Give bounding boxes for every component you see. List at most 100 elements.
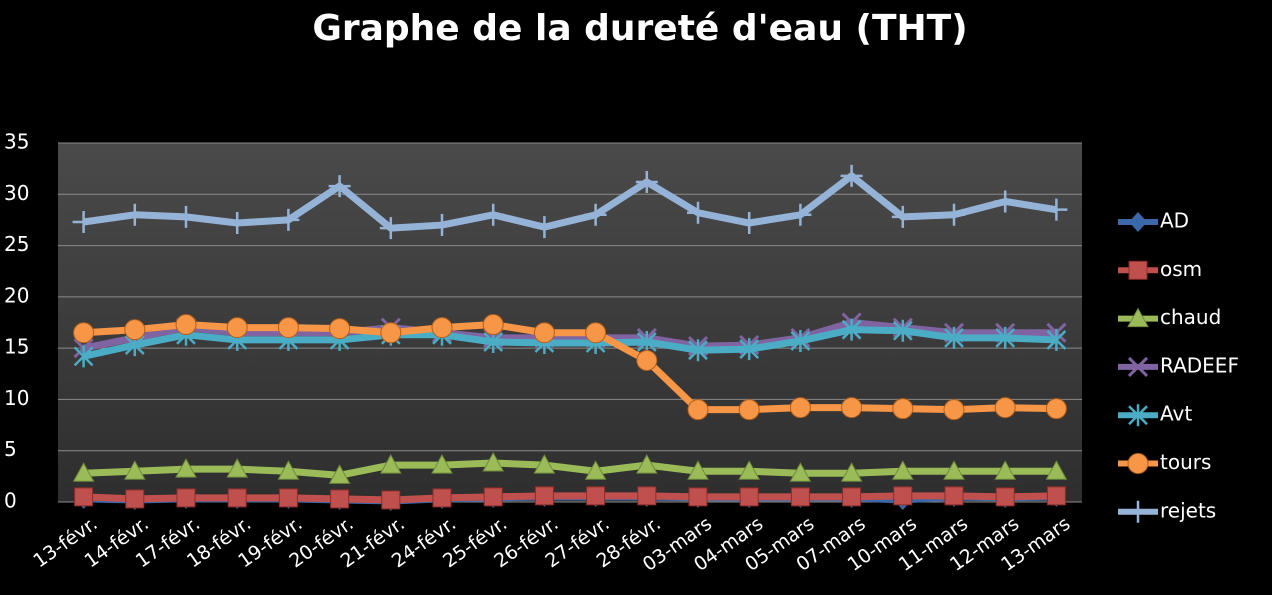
series-marker	[379, 217, 402, 240]
series-marker	[790, 487, 810, 507]
series-marker	[789, 397, 811, 419]
series-marker	[995, 487, 1015, 507]
series-marker	[330, 489, 350, 509]
y-tick-label: 0	[4, 489, 17, 513]
series-marker	[277, 460, 300, 480]
series-marker	[1046, 328, 1067, 351]
series-marker	[175, 314, 197, 336]
series-marker	[482, 314, 504, 336]
legend-marker	[1127, 307, 1149, 328]
series-marker	[789, 462, 812, 482]
series-marker	[176, 488, 196, 508]
series-line	[82, 326, 1057, 360]
series-marker	[841, 397, 863, 419]
series-marker	[790, 329, 811, 352]
y-tick-label: 5	[4, 437, 17, 461]
series-marker	[483, 487, 503, 507]
series-marker	[893, 486, 913, 506]
series-marker	[328, 175, 351, 198]
series-marker	[891, 205, 914, 228]
series-marker	[840, 164, 863, 187]
series-marker	[277, 317, 299, 339]
series-marker	[687, 399, 709, 421]
series-marker	[432, 488, 452, 508]
series-marker	[944, 486, 964, 506]
series-marker	[943, 460, 965, 480]
series-marker	[73, 322, 95, 344]
series-marker	[482, 203, 505, 226]
series-marker	[994, 190, 1017, 213]
series-marker	[72, 462, 95, 482]
series-marker	[738, 460, 761, 480]
series-marker	[72, 210, 95, 233]
series-marker	[892, 398, 914, 420]
series-marker	[739, 338, 760, 361]
series-marker	[586, 486, 606, 506]
series-marker	[431, 317, 453, 339]
series-marker	[175, 458, 197, 478]
series-marker	[125, 489, 145, 509]
y-tick-label: 20	[4, 283, 29, 307]
legend-marker	[1129, 212, 1147, 232]
series-marker	[841, 318, 862, 341]
series-marker	[994, 460, 1017, 480]
legend-label: rejets	[1160, 498, 1216, 522]
y-tick-label: 10	[4, 386, 29, 410]
series-marker	[123, 460, 146, 480]
series-marker	[226, 317, 248, 339]
legend-label: chaud	[1160, 305, 1221, 329]
series-marker	[227, 488, 247, 508]
series-marker	[277, 208, 300, 231]
chart-title: Graphe de la dureté d'eau (THT)	[312, 8, 967, 49]
series-marker	[482, 451, 505, 472]
legend-label: osm	[1160, 257, 1202, 281]
series-marker	[687, 460, 709, 480]
series-marker	[842, 487, 862, 507]
y-tick-label: 30	[4, 181, 29, 205]
series-marker	[840, 462, 863, 482]
series-marker	[278, 488, 298, 508]
y-tick-label: 25	[4, 232, 29, 256]
series-marker	[688, 487, 708, 507]
series-marker	[944, 326, 964, 349]
series-marker	[994, 397, 1016, 419]
series-marker	[533, 322, 555, 344]
y-tick-label: 35	[4, 130, 29, 154]
series-marker	[431, 454, 453, 474]
series-marker	[687, 201, 709, 224]
series-marker	[636, 349, 658, 371]
series-marker	[124, 319, 146, 341]
series-marker	[226, 458, 249, 478]
series-marker	[1045, 398, 1067, 420]
series-marker	[380, 322, 402, 344]
series-marker	[636, 330, 657, 353]
legend-label: tours	[1160, 450, 1211, 474]
legend-label: RADEEF	[1160, 353, 1239, 377]
series-marker	[533, 454, 556, 474]
series-marker	[329, 318, 351, 340]
legend-marker	[1127, 453, 1149, 474]
series-marker	[584, 460, 607, 480]
series-marker	[175, 205, 197, 228]
legend-marker	[1128, 260, 1148, 280]
series-marker	[381, 490, 401, 510]
series-marker	[226, 212, 249, 235]
series-marker	[789, 203, 812, 226]
legend-label: AD	[1160, 209, 1189, 233]
series-marker	[431, 214, 453, 237]
plot-area	[58, 143, 1082, 502]
legend-marker	[1128, 404, 1148, 427]
series-marker	[891, 460, 914, 480]
series-marker	[533, 216, 556, 239]
series-marker	[534, 486, 554, 506]
series-marker	[688, 339, 708, 362]
legend-label: Avt	[1160, 402, 1192, 426]
series-marker	[584, 203, 607, 226]
series-marker	[637, 486, 657, 506]
series-marker	[739, 487, 759, 507]
series-marker	[328, 464, 351, 484]
series-line	[83, 459, 1057, 479]
series-marker	[738, 212, 761, 235]
series-marker	[635, 454, 658, 474]
